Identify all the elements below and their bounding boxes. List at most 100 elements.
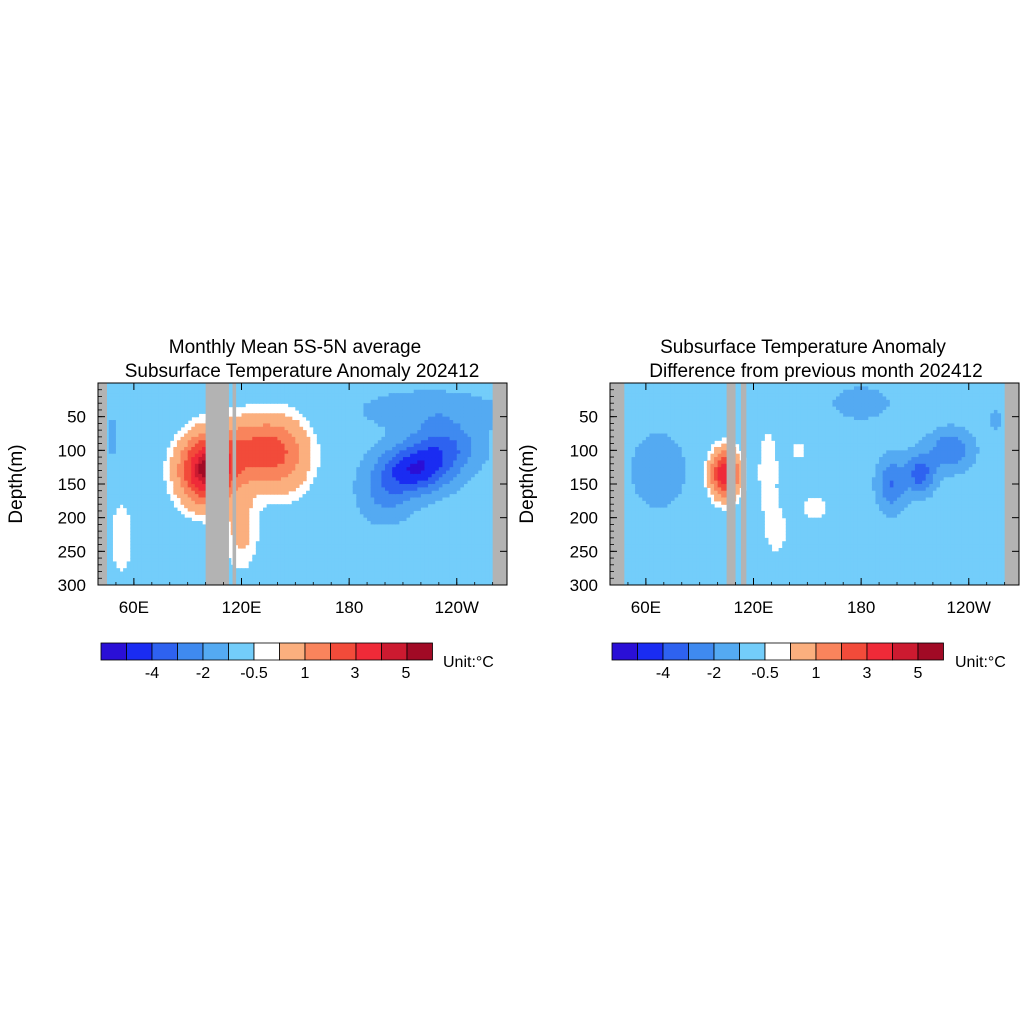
heatmap-cell xyxy=(417,558,422,563)
heatmap-cell xyxy=(385,510,390,515)
heatmap-cell xyxy=(345,457,350,462)
heatmap-cell xyxy=(309,416,314,421)
heatmap-cell xyxy=(420,500,426,505)
heatmap-cell xyxy=(255,436,261,441)
heatmap-cell xyxy=(327,507,332,512)
heatmap-cell xyxy=(298,460,304,465)
heatmap-cell xyxy=(352,463,357,468)
heatmap-cell xyxy=(410,517,415,522)
heatmap-cell xyxy=(291,524,296,529)
heatmap-cell xyxy=(367,383,372,387)
heatmap-cell xyxy=(385,517,390,522)
heatmap-cell xyxy=(155,517,160,522)
heatmap-cell xyxy=(227,423,232,428)
heatmap-cell xyxy=(381,430,386,435)
heatmap-cell xyxy=(176,389,182,394)
heatmap-cell xyxy=(162,487,167,492)
heatmap-cell xyxy=(123,443,128,448)
heatmap-cell xyxy=(270,574,275,579)
heatmap-cell xyxy=(406,413,411,418)
heatmap-cell xyxy=(313,571,318,576)
heatmap-cell xyxy=(144,467,149,472)
heatmap-cell xyxy=(180,477,185,482)
heatmap-cell xyxy=(363,564,368,569)
heatmap-cell xyxy=(241,426,246,431)
heatmap-cell xyxy=(349,389,354,394)
heatmap-cell xyxy=(259,564,264,569)
heatmap-cell xyxy=(273,564,278,569)
heatmap-cell xyxy=(277,433,282,438)
heatmap-cell xyxy=(410,568,415,573)
heatmap-cell xyxy=(377,574,383,579)
heatmap-cell xyxy=(388,399,393,404)
heatmap-cell xyxy=(141,581,146,585)
heatmap-cell xyxy=(266,561,271,566)
heatmap-cell xyxy=(363,517,368,522)
heatmap-cell xyxy=(352,443,357,448)
heatmap-cell xyxy=(130,564,135,569)
heatmap-cell xyxy=(237,507,243,512)
heatmap-cell xyxy=(331,470,336,475)
heatmap-cell xyxy=(417,561,422,566)
heatmap-cell xyxy=(313,416,318,421)
heatmap-cell xyxy=(173,396,178,401)
heatmap-cell xyxy=(363,581,368,585)
heatmap-cell xyxy=(284,389,289,394)
heatmap-cell xyxy=(176,521,182,525)
heatmap-cell xyxy=(198,510,203,515)
heatmap-cell xyxy=(270,537,275,542)
heatmap-cell xyxy=(392,446,397,451)
heatmap-cell xyxy=(148,524,153,529)
heatmap-cell xyxy=(298,547,304,552)
heatmap-cell xyxy=(288,477,293,482)
heatmap-cell xyxy=(420,403,426,408)
heatmap-cell xyxy=(402,494,408,499)
heatmap-cell xyxy=(173,581,178,585)
heatmap-cell xyxy=(133,440,139,445)
heatmap-cell xyxy=(148,460,153,465)
heatmap-cell xyxy=(413,507,418,512)
heatmap-cell xyxy=(259,541,264,546)
heatmap-cell xyxy=(377,393,383,398)
heatmap-cell xyxy=(410,544,415,549)
heatmap-cell xyxy=(137,527,142,532)
heatmap-cell xyxy=(388,551,393,556)
heatmap-cell xyxy=(133,527,139,532)
heatmap-cell xyxy=(385,463,390,468)
heatmap-cell xyxy=(298,450,304,455)
heatmap-cell xyxy=(388,554,393,559)
heatmap-cell xyxy=(141,554,146,559)
heatmap-cell xyxy=(359,473,365,478)
heatmap-cell xyxy=(341,544,347,549)
heatmap-cell xyxy=(148,473,153,478)
heatmap-cell xyxy=(191,544,196,549)
heatmap-cell xyxy=(388,383,393,387)
heatmap-cell xyxy=(169,383,174,387)
heatmap-cell xyxy=(413,420,418,424)
heatmap-cell xyxy=(420,443,426,448)
heatmap-cell xyxy=(155,413,160,418)
heatmap-cell xyxy=(417,416,422,421)
heatmap-cell xyxy=(151,443,157,448)
heatmap-cell xyxy=(266,507,271,512)
heatmap-cell xyxy=(266,578,271,583)
heatmap-cell xyxy=(158,446,164,451)
heatmap-cell xyxy=(413,396,418,401)
heatmap-cell xyxy=(241,460,246,465)
heatmap-cell xyxy=(359,544,365,549)
heatmap-cell xyxy=(158,480,164,485)
heatmap-cell xyxy=(402,383,408,387)
heatmap-cell xyxy=(280,423,286,428)
heatmap-cell xyxy=(191,507,196,512)
heatmap-cell xyxy=(288,504,293,509)
heatmap-cell xyxy=(327,541,332,546)
heatmap-cell xyxy=(385,578,390,583)
heatmap-cell xyxy=(252,450,257,455)
heatmap-cell xyxy=(306,537,311,542)
heatmap-cell xyxy=(245,467,250,472)
heatmap-cell xyxy=(284,541,289,546)
heatmap-cell xyxy=(291,551,296,556)
heatmap-cell xyxy=(367,561,372,566)
heatmap-cell xyxy=(316,423,322,428)
heatmap-cell xyxy=(316,490,322,495)
